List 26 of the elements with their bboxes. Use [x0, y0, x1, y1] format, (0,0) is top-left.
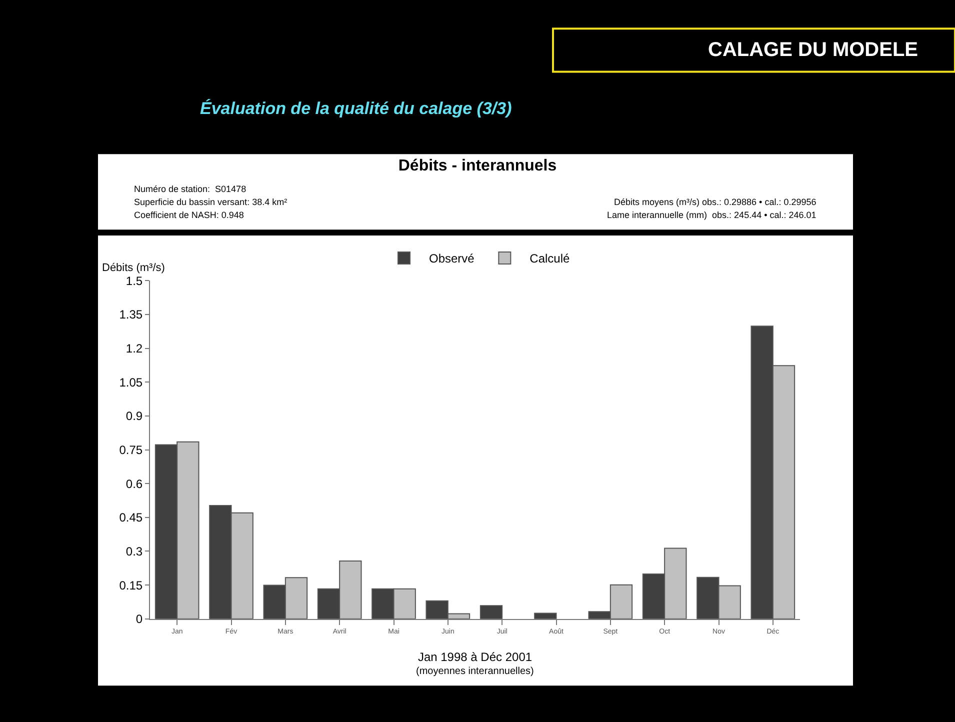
y-tick-label: 1.2 — [126, 341, 143, 356]
text: Évaluation de la qualité du calage (3/3) — [200, 98, 512, 118]
bar — [534, 612, 557, 619]
y-tick-label: 1.35 — [119, 308, 143, 322]
y-tick-label: 0.9 — [126, 409, 143, 424]
x-axis-title: Jan 1998 à Déc 2001 — [418, 650, 532, 664]
text: Superficie du bassin versant: 38.4 km² — [134, 197, 288, 207]
text: Lame interannuelle (mm) obs.: 245.44 • cal.: 246.01 — [607, 210, 816, 220]
text: Coefficient de NASH: 0.948 — [134, 210, 244, 220]
y-tick-label: 1.05 — [119, 375, 143, 390]
y-tick-label: 1.5 — [126, 274, 143, 288]
text: Numéro de station: S01478 — [134, 184, 246, 194]
y-tick-label: 0.6 — [126, 476, 143, 491]
y-tick-label: 0 — [136, 612, 143, 626]
legend-label: Observé — [429, 252, 475, 266]
y-tick-label: 0.3 — [126, 544, 143, 558]
y-tick-label: 0.45 — [119, 510, 143, 525]
legend-label: Calculé — [530, 252, 570, 266]
y-tick-label: 0.15 — [119, 578, 143, 592]
text: Débits moyens (m³/s) obs.: 0.29886 • cal.: 0.29956 — [614, 197, 816, 207]
chart-title: Débits - interannuels — [398, 158, 557, 175]
text: CALAGE DU MODELE — [708, 39, 918, 61]
bar — [480, 605, 503, 619]
y-tick-label: 0.75 — [119, 442, 143, 457]
y-axis-title: Débits (m³/s) — [102, 262, 165, 274]
text: (moyennes interannuelles) — [416, 666, 534, 677]
